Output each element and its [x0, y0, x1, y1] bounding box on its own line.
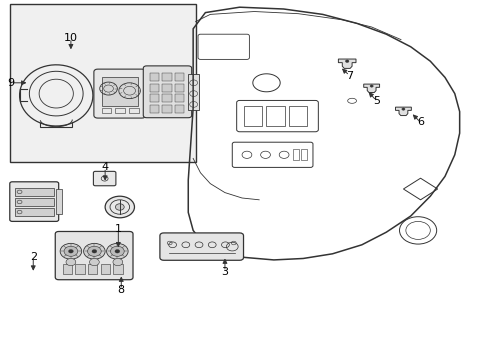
Bar — [174, 73, 183, 81]
Circle shape — [105, 196, 134, 218]
Circle shape — [66, 258, 76, 266]
Text: 1: 1 — [115, 224, 122, 234]
Bar — [102, 108, 111, 113]
Text: 5: 5 — [372, 96, 379, 106]
Circle shape — [89, 258, 99, 266]
Bar — [150, 73, 159, 81]
Bar — [150, 105, 159, 113]
Bar — [115, 108, 125, 113]
Bar — [293, 149, 299, 160]
Polygon shape — [363, 84, 379, 93]
FancyBboxPatch shape — [10, 182, 59, 221]
Circle shape — [106, 243, 128, 259]
Bar — [15, 208, 54, 216]
Bar — [15, 198, 54, 206]
Bar — [174, 105, 183, 113]
Bar — [162, 105, 171, 113]
Bar — [162, 73, 171, 81]
Bar — [174, 94, 183, 102]
Circle shape — [345, 60, 348, 63]
Text: 2: 2 — [30, 252, 37, 262]
Text: 6: 6 — [416, 117, 423, 127]
Bar — [150, 84, 159, 92]
Circle shape — [369, 85, 372, 87]
Polygon shape — [338, 59, 355, 68]
Bar — [288, 106, 306, 126]
Circle shape — [64, 246, 78, 256]
FancyBboxPatch shape — [93, 171, 116, 186]
Circle shape — [87, 246, 101, 256]
Bar — [174, 84, 183, 92]
Bar — [129, 108, 139, 113]
Bar — [88, 264, 97, 274]
FancyBboxPatch shape — [94, 69, 145, 118]
Circle shape — [115, 204, 124, 210]
Circle shape — [110, 246, 124, 256]
Text: 8: 8 — [118, 285, 124, 295]
FancyBboxPatch shape — [160, 233, 243, 260]
Bar — [102, 77, 138, 106]
Bar — [162, 94, 171, 102]
Circle shape — [83, 243, 105, 259]
Bar — [243, 106, 262, 126]
FancyBboxPatch shape — [143, 66, 191, 118]
Circle shape — [60, 243, 81, 259]
Bar — [301, 149, 306, 160]
Bar — [62, 264, 72, 274]
Polygon shape — [395, 107, 410, 116]
Bar — [101, 264, 110, 274]
Text: 9: 9 — [7, 78, 14, 88]
Circle shape — [401, 108, 404, 110]
Circle shape — [115, 249, 120, 253]
Bar — [15, 188, 54, 196]
Text: 10: 10 — [64, 33, 78, 43]
Bar — [150, 94, 159, 102]
Bar — [162, 84, 171, 92]
FancyBboxPatch shape — [55, 231, 133, 280]
Text: 7: 7 — [346, 71, 352, 81]
Circle shape — [113, 258, 122, 266]
Bar — [265, 106, 284, 126]
Bar — [188, 74, 199, 110]
Text: 3: 3 — [221, 267, 228, 277]
Bar — [10, 4, 195, 162]
Text: 4: 4 — [102, 162, 108, 172]
Bar — [113, 264, 122, 274]
Circle shape — [68, 249, 73, 253]
Bar — [56, 189, 62, 214]
Circle shape — [92, 249, 97, 253]
Bar — [75, 264, 84, 274]
